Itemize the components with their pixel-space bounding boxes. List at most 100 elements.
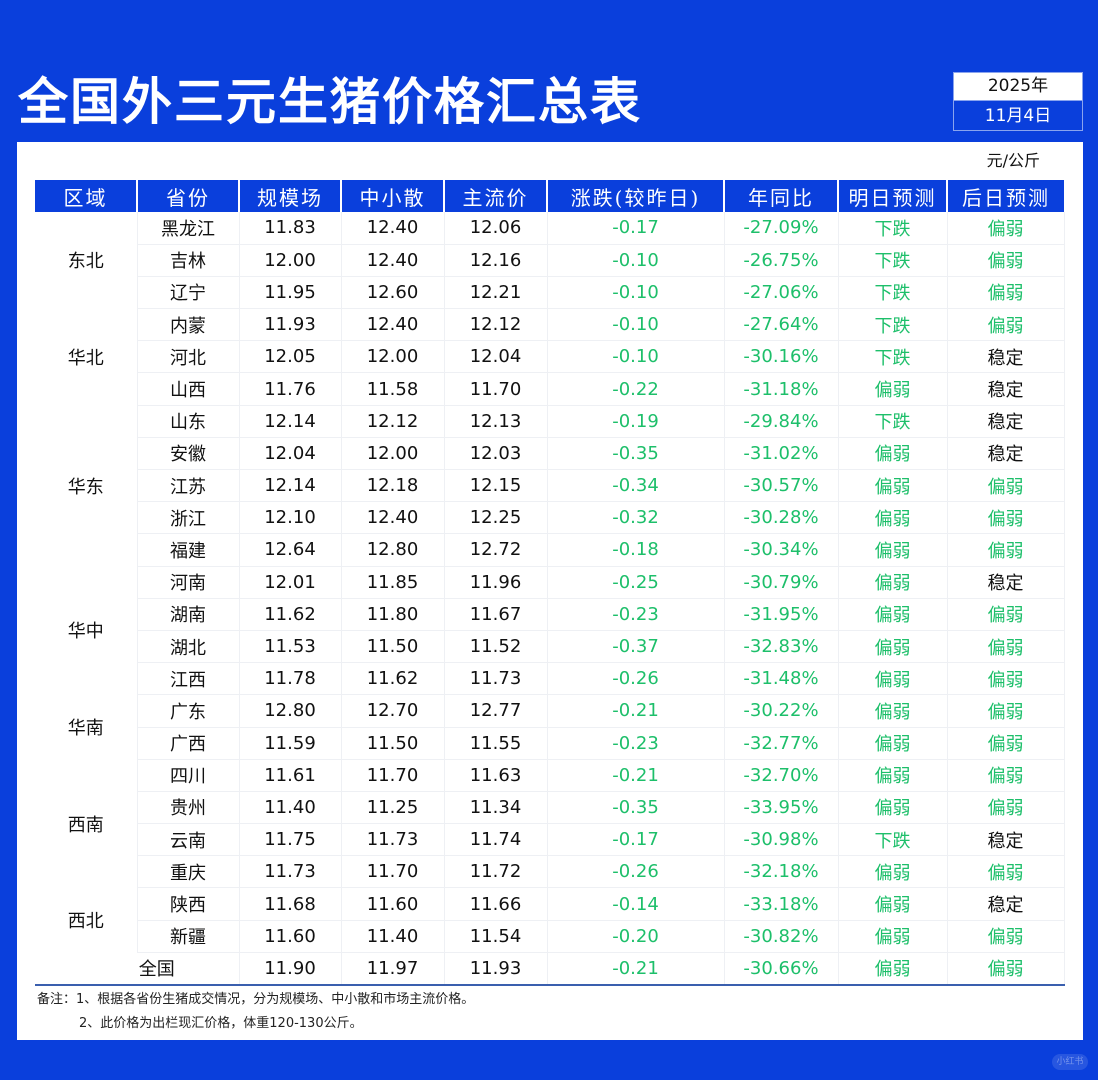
cell-small-farm: 12.00: [341, 437, 445, 471]
cell-yoy: -32.83%: [724, 630, 839, 664]
cell-tomorrow-forecast: 偏弱: [838, 791, 948, 825]
cell-day-after-forecast: 偏弱: [947, 598, 1065, 631]
price-table: 区域 省份 规模场 中小散 主流价 涨跌(较昨日) 年同比 明日预测 后日预测 …: [35, 180, 1065, 986]
table-row: 西南 四川 11.61 11.70 11.63 -0.21 -32.70% 偏弱 偏弱: [35, 759, 1065, 888]
note-2: 2、此价格为出栏现汇价格，体重120-130公斤。: [79, 1016, 363, 1031]
cell-tomorrow-forecast: 偏弱: [838, 469, 948, 503]
table-row: 云南 11.75 11.73 11.74 -0.17 -30.98% 下跌 稳定: [35, 823, 1065, 857]
cell-day-after-forecast: 偏弱: [947, 727, 1065, 760]
cell-small-farm: 12.12: [341, 405, 445, 438]
cell-large-farm: 11.40: [239, 791, 342, 825]
cell-main-price: 11.74: [444, 823, 548, 857]
cell-large-farm: 12.10: [239, 501, 342, 535]
cell-change: -0.14: [547, 887, 725, 921]
cell-yoy: -27.06%: [724, 276, 839, 310]
col-header-tomorrow: 明日预测: [838, 180, 948, 212]
cell-province: 浙江: [137, 501, 240, 535]
col-header-province: 省份: [137, 180, 240, 212]
note-1: 备注：1、根据各省份生猪成交情况，分为规模场、中小散和市场主流价格。: [37, 992, 475, 1007]
cell-tomorrow-forecast: 下跌: [838, 340, 948, 374]
cell-yoy: -32.70%: [724, 759, 839, 792]
cell-large-farm: 11.59: [239, 727, 342, 760]
cell-tomorrow-forecast: 偏弱: [838, 694, 948, 728]
cell-main-price: 12.06: [444, 212, 548, 245]
cell-total-label: 全国: [35, 952, 240, 986]
cell-small-farm: 11.80: [341, 598, 445, 631]
cell-small-farm: 11.70: [341, 855, 445, 889]
cell-tomorrow-forecast: 偏弱: [838, 759, 948, 792]
cell-tomorrow-forecast: 偏弱: [838, 855, 948, 889]
cell-province: 福建: [137, 533, 240, 567]
col-header-main-price: 主流价: [444, 180, 548, 212]
cell-main-price: 12.04: [444, 340, 548, 374]
cell-day-after-forecast: 稳定: [947, 372, 1065, 406]
cell-change: -0.32: [547, 501, 725, 535]
cell-main-price: 12.13: [444, 405, 548, 438]
cell-tomorrow-forecast: 下跌: [838, 823, 948, 857]
table-row: 广西 11.59 11.50 11.55 -0.23 -32.77% 偏弱 偏弱: [35, 727, 1065, 760]
cell-province: 江西: [137, 662, 240, 696]
cell-tomorrow-forecast: 偏弱: [838, 662, 948, 696]
cell-change: -0.10: [547, 244, 725, 277]
cell-province: 山东: [137, 405, 240, 438]
cell-main-price: 11.63: [444, 759, 548, 792]
cell-small-farm: 11.70: [341, 759, 445, 792]
cell-large-farm: 12.04: [239, 437, 342, 471]
cell-day-after-forecast: 偏弱: [947, 276, 1065, 310]
col-header-change: 涨跌(较昨日): [547, 180, 725, 212]
cell-region: 西北: [35, 887, 138, 953]
table-row: 福建 12.64 12.80 12.72 -0.18 -30.34% 偏弱 偏弱: [35, 533, 1065, 567]
cell-yoy: -32.18%: [724, 855, 839, 889]
cell-day-after-forecast: 稳定: [947, 437, 1065, 471]
cell-main-price: 11.67: [444, 598, 548, 631]
cell-province: 河南: [137, 566, 240, 599]
cell-large-farm: 12.80: [239, 694, 342, 728]
cell-province: 辽宁: [137, 276, 240, 310]
cell-yoy: -30.28%: [724, 501, 839, 535]
col-header-yoy: 年同比: [724, 180, 839, 212]
cell-small-farm: 12.40: [341, 212, 445, 245]
cell-small-farm: 12.00: [341, 340, 445, 374]
watermark-badge: 小红书: [1052, 1054, 1088, 1070]
cell-change: -0.25: [547, 566, 725, 599]
cell-main-price: 12.21: [444, 276, 548, 310]
cell-day-after-forecast: 偏弱: [947, 212, 1065, 245]
total-row: 全国 11.90 11.97 11.93 -0.21 -30.66% 偏弱 偏弱: [35, 952, 1065, 986]
cell-day-after-forecast: 偏弱: [947, 501, 1065, 535]
cell-province: 吉林: [137, 244, 240, 277]
cell-main-price: 11.93: [444, 952, 548, 986]
cell-province: 贵州: [137, 791, 240, 825]
cell-large-farm: 11.95: [239, 276, 342, 310]
table-row: 华南 广东 12.80 12.70 12.77 -0.21 -30.22% 偏弱 偏弱: [35, 694, 1065, 760]
cell-yoy: -30.34%: [724, 533, 839, 567]
cell-region: 东北: [35, 212, 138, 309]
cell-day-after-forecast: 偏弱: [947, 694, 1065, 728]
cell-tomorrow-forecast: 偏弱: [838, 372, 948, 406]
cell-large-farm: 11.75: [239, 823, 342, 857]
cell-yoy: -30.22%: [724, 694, 839, 728]
page-title: 全国外三元生猪价格汇总表: [18, 73, 642, 131]
cell-main-price: 12.03: [444, 437, 548, 471]
cell-small-farm: 11.97: [341, 952, 445, 986]
cell-small-farm: 12.40: [341, 308, 445, 342]
cell-main-price: 11.34: [444, 791, 548, 825]
unit-label: 元/公斤: [986, 151, 1040, 170]
cell-large-farm: 11.76: [239, 372, 342, 406]
col-header-large-farm: 规模场: [239, 180, 342, 212]
cell-province: 湖北: [137, 630, 240, 664]
cell-tomorrow-forecast: 偏弱: [838, 630, 948, 664]
table-row: 贵州 11.40 11.25 11.34 -0.35 -33.95% 偏弱 偏弱: [35, 791, 1065, 825]
cell-province: 湖南: [137, 598, 240, 631]
cell-yoy: -29.84%: [724, 405, 839, 438]
cell-small-farm: 11.85: [341, 566, 445, 599]
col-header-day-after: 后日预测: [947, 180, 1064, 212]
cell-main-price: 11.52: [444, 630, 548, 664]
cell-region: 华南: [35, 694, 138, 760]
cell-yoy: -30.57%: [724, 469, 839, 503]
cell-day-after-forecast: 偏弱: [947, 244, 1065, 277]
cell-small-farm: 11.60: [341, 887, 445, 921]
table-row: 江苏 12.14 12.18 12.15 -0.34 -30.57% 偏弱 偏弱: [35, 469, 1065, 503]
cell-tomorrow-forecast: 偏弱: [838, 598, 948, 631]
cell-change: -0.20: [547, 920, 725, 953]
cell-province: 山西: [137, 372, 240, 406]
